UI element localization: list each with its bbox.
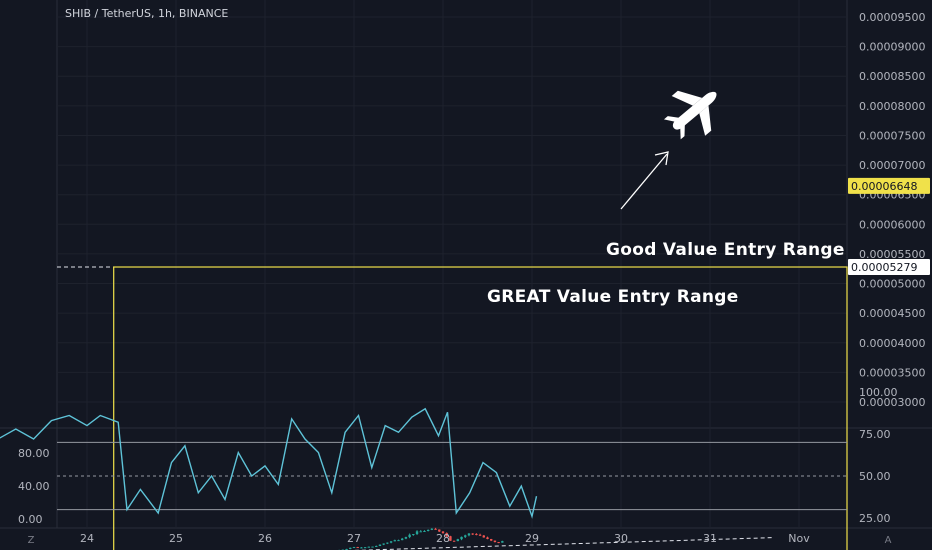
candle-body [490,539,493,541]
time-tick-label: 24 [80,532,94,545]
candle-body [415,531,419,535]
candle-body [486,537,489,540]
candle-body [371,546,374,548]
price-tick-label: 0.00003500 [859,366,925,379]
time-tick-label: 26 [258,532,272,545]
candle-body [471,533,474,535]
candle-body [497,542,500,544]
rsi-right-tick: 75.00 [859,428,891,441]
level-price-label: 0.00005279 [851,261,917,274]
candle-body [430,528,434,530]
rsi-left-tick: 40.00 [18,480,50,493]
price-tick-label: 0.00008000 [859,100,925,113]
candle-body [434,528,437,530]
rsi-right-tick: 50.00 [859,470,891,483]
candle-body [345,548,348,550]
candle-body [449,536,452,541]
rsi-left-tick: 80.00 [18,447,50,460]
price-tick-label: 0.00003000 [859,396,925,409]
candle-body [456,539,460,542]
time-tick-label: 27 [347,532,361,545]
candle-body [397,540,400,542]
candle-body [389,541,393,543]
candle-body [363,547,367,549]
price-tick-label: 0.00004000 [859,337,925,350]
candle-body [393,540,396,542]
price-tick-label: 0.00006000 [859,218,925,231]
annotations: Good Value Entry Range GREAT Value Entry … [487,240,845,307]
axes: 0.00009500 0.00009000 0.00008500 0.00008000… [18,11,930,545]
entry-zones [113,266,848,550]
dashed-trendline [351,537,773,550]
annotation-good-range: Good Value Entry Range [606,240,845,260]
candle-body [501,541,504,543]
current-price-bg [848,177,930,194]
candle-body [360,547,363,549]
rsi-line [0,407,538,519]
candle-body [467,533,471,536]
candle-body [412,534,415,536]
candle-body [452,540,456,542]
entry-zone-1 [113,266,848,550]
annotation-great-range: GREAT Value Entry Range [487,287,739,307]
chart-title: SHIB / TetherUS, 1h, BINANCE [65,7,228,20]
candle-body [482,535,485,538]
price-tick-label: 0.00007500 [859,129,925,142]
airplane-icon [663,90,717,140]
candle-body [478,534,482,536]
bottom-right-icon[interactable]: A [885,535,892,546]
rsi-left-tick: 0.00 [18,513,43,526]
candle-body [404,537,408,539]
candle-body [464,535,467,537]
candle-body [438,529,441,532]
candle-body [493,540,497,543]
candle-body [419,531,422,533]
candlestick-series [338,527,504,550]
time-tick-label: 25 [169,532,183,545]
candle-body [475,533,478,535]
price-tick-label: 0.00004500 [859,307,925,320]
rsi-right-tick: 100.00 [859,386,898,399]
candle-body [460,536,463,540]
candle-body [349,547,352,549]
time-tick-label: 29 [525,532,539,545]
price-tick-label: 0.00005000 [859,278,925,291]
time-tick-label: 30 [614,532,628,545]
candle-body [426,529,430,532]
candle-body [445,533,448,537]
candle-body [386,542,389,544]
candle-body [378,544,382,547]
price-tick-label: 0.00007000 [859,159,925,172]
time-tick-label: 28 [436,532,450,545]
price-tick-label: 0.00008500 [859,70,925,83]
price-tick-label: 0.00009000 [859,41,925,54]
candle-body [352,547,356,549]
candle-body [382,543,385,545]
time-tick-label: 31 [703,532,717,545]
candle-body [441,531,445,534]
candle-body [356,547,359,549]
arrow-up-right-icon [620,151,669,210]
candle-body [423,531,426,533]
rsi-panel [0,407,847,519]
bottom-left-icon[interactable]: Z [28,535,35,546]
candle-body [401,538,404,541]
time-tick-label: Nov [788,532,810,545]
price-tick-label: 0.00009500 [859,11,925,24]
candle-body [375,546,378,548]
candle-body [367,546,371,548]
trendline-group [57,266,773,550]
rsi-right-tick: 25.00 [859,512,891,525]
grid [0,0,932,529]
level-price-bg [848,259,930,276]
candle-body [408,534,411,538]
current-price-label: 0.00006648 [851,180,917,193]
price-tick-label: 0.00005500 [859,248,925,261]
